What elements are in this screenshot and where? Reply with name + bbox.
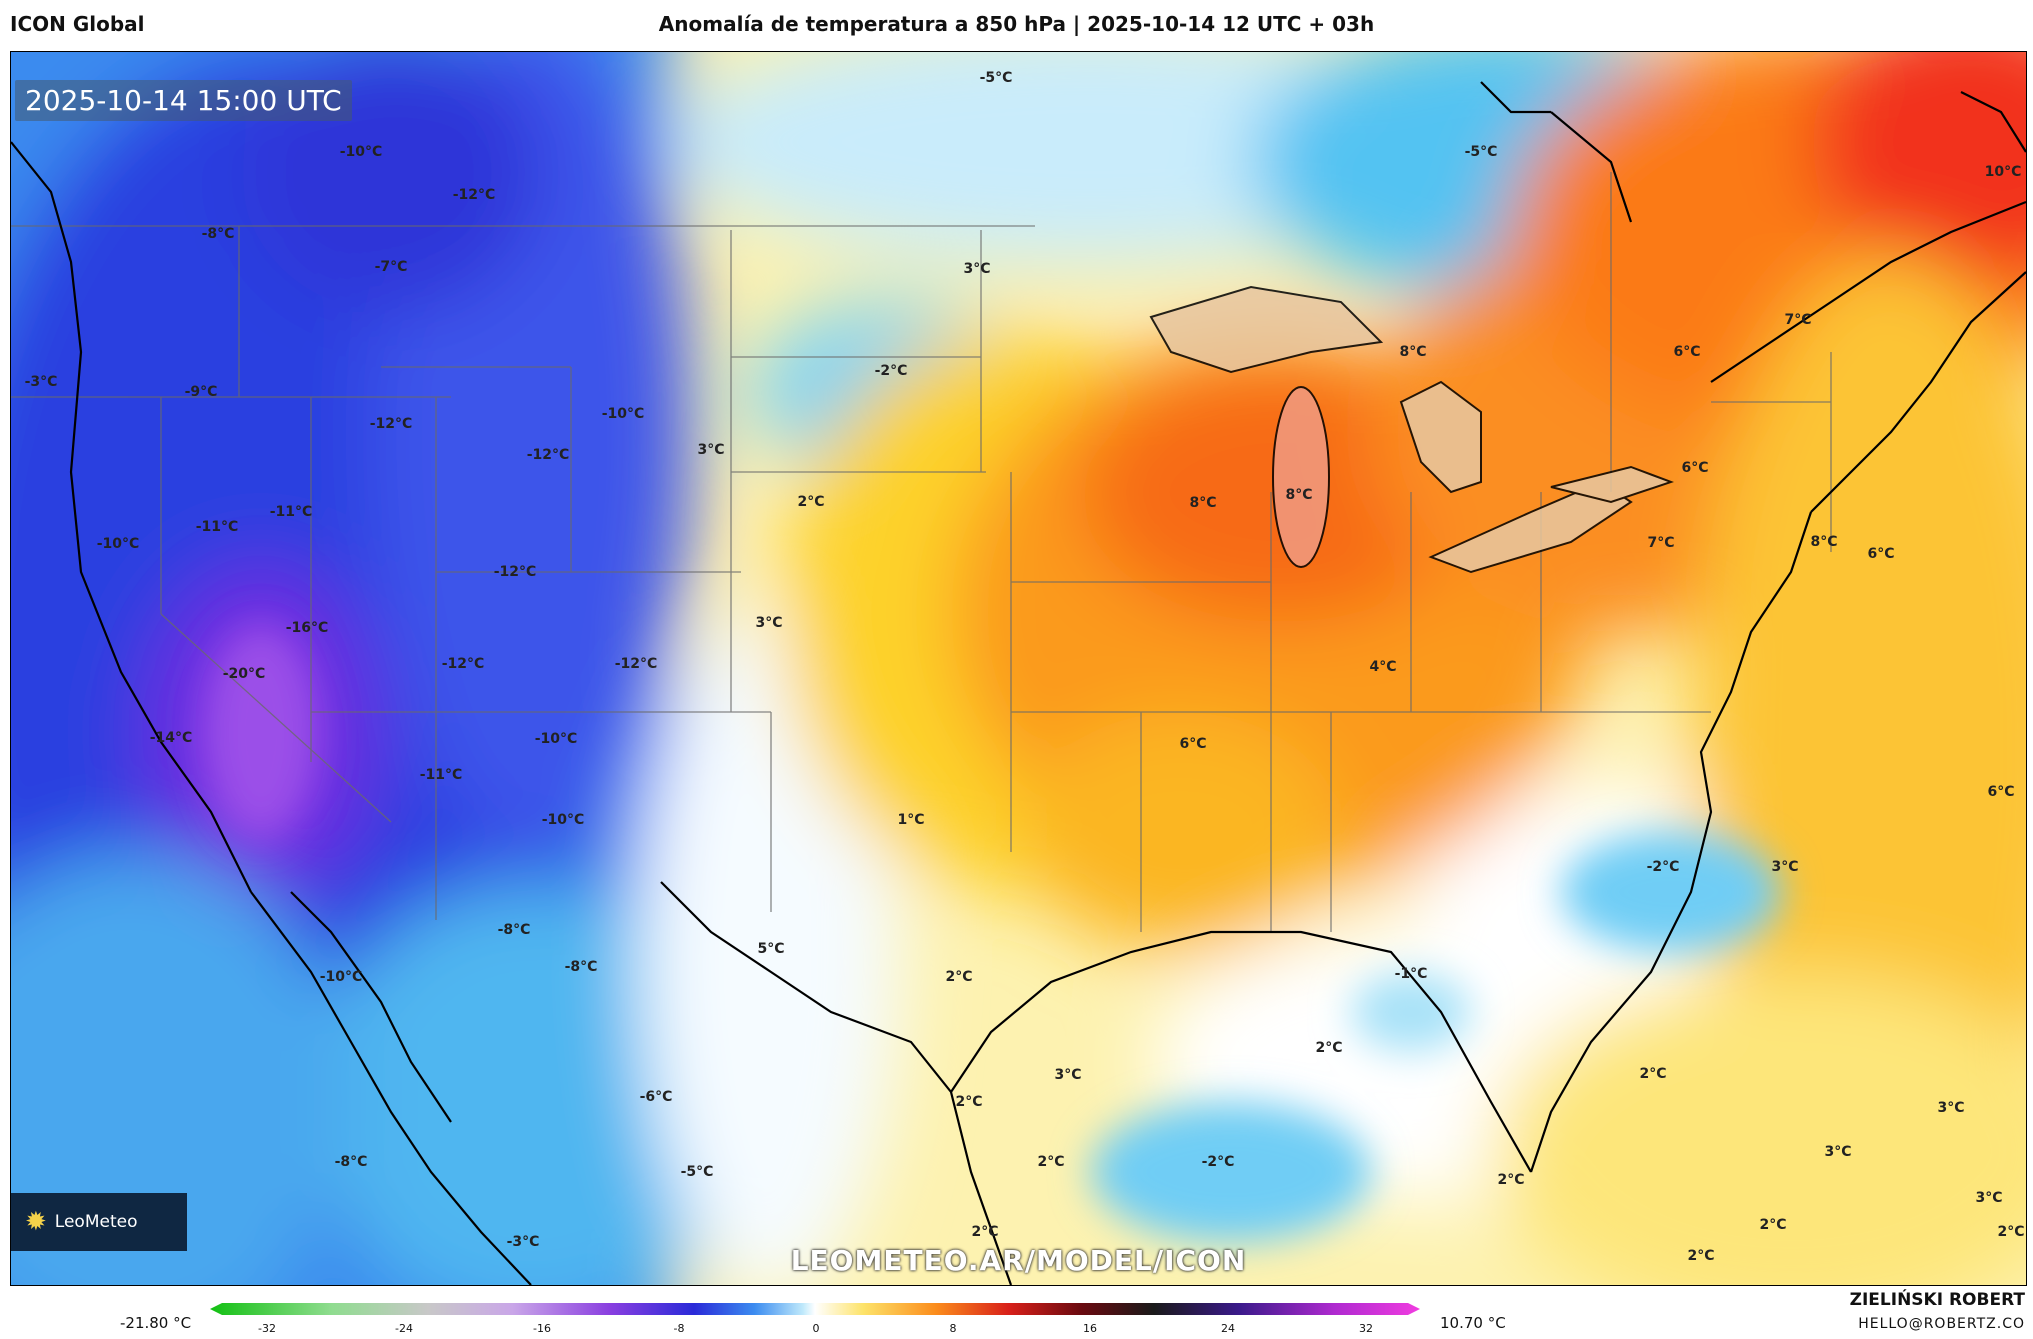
contour-label: -2°C xyxy=(874,363,908,379)
valid-time-badge: 2025-10-14 15:00 UTC xyxy=(15,80,352,121)
contour-label: -5°C xyxy=(979,70,1013,86)
contour-label: 2°C xyxy=(971,1224,999,1240)
colorbar-tick: 24 xyxy=(1221,1322,1235,1335)
contour-label: -12°C xyxy=(526,447,570,463)
contour-label: 5°C xyxy=(757,941,785,957)
sun-icon: ✹ xyxy=(25,1207,47,1237)
contour-label: -3°C xyxy=(506,1234,540,1250)
contour-label: -11°C xyxy=(195,519,239,535)
contour-label: -10°C xyxy=(534,731,578,747)
contour-label: -11°C xyxy=(419,767,463,783)
colorbar-tick: 8 xyxy=(949,1322,957,1335)
colorbar-tick: -32 xyxy=(258,1322,276,1335)
contour-label: 6°C xyxy=(1179,736,1207,752)
colorbar-tick: -24 xyxy=(395,1322,413,1335)
contour-label: 6°C xyxy=(1987,784,2015,800)
contour-label: 2°C xyxy=(1759,1217,1787,1233)
contour-label: 8°C xyxy=(1285,487,1313,503)
contour-label: -8°C xyxy=(334,1154,368,1170)
contour-label: 8°C xyxy=(1189,495,1217,511)
contour-label: -8°C xyxy=(201,226,235,242)
contour-label: 2°C xyxy=(945,969,973,985)
contour-label: -12°C xyxy=(493,564,537,580)
author-name: ZIELIŃSKI ROBERT xyxy=(1849,1290,2025,1310)
site-watermark[interactable]: LEOMETEO.AR/MODEL/ICON xyxy=(790,1244,1247,1277)
colorbar-tick: 0 xyxy=(812,1322,820,1335)
contour-label: -10°C xyxy=(96,536,140,552)
logo-text: LeoMeteo xyxy=(54,1212,138,1232)
contour-label: 2°C xyxy=(1497,1172,1525,1188)
colorbar-tick: 16 xyxy=(1083,1322,1097,1335)
temperature-anomaly-map[interactable]: 2025-10-14 15:00 UTC -10°C -12°C -8°C -7… xyxy=(10,51,2027,1286)
contour-label: 2°C xyxy=(955,1094,983,1110)
contour-label: -12°C xyxy=(614,656,658,672)
contour-label: 4°C xyxy=(1369,659,1397,675)
contour-label: -10°C xyxy=(339,144,383,160)
contour-label: -12°C xyxy=(369,416,413,432)
contour-label: 3°C xyxy=(1054,1067,1082,1083)
contour-label: 2°C xyxy=(1997,1224,2025,1240)
contour-label: -6°C xyxy=(639,1089,673,1105)
colorbar-max-label: 10.70 °C xyxy=(1440,1314,1506,1332)
contour-label: -8°C xyxy=(497,922,531,938)
contour-label: 6°C xyxy=(1867,546,1895,562)
contour-label: 6°C xyxy=(1681,460,1709,476)
contour-label: -10°C xyxy=(319,969,363,985)
contour-label: -10°C xyxy=(541,812,585,828)
colorbar-min-label: -21.80 °C xyxy=(120,1314,192,1332)
contour-label: -16°C xyxy=(285,620,329,636)
contour-label: -3°C xyxy=(24,374,58,390)
contour-label: 7°C xyxy=(1784,312,1812,328)
author-email[interactable]: HELLO@ROBERTZ.CO xyxy=(1858,1316,2025,1332)
contour-label: 3°C xyxy=(1824,1144,1852,1160)
colorbar xyxy=(210,1303,1420,1315)
contour-label: -2°C xyxy=(1201,1154,1235,1170)
contour-label: -12°C xyxy=(452,187,496,203)
contour-label: 6°C xyxy=(1673,344,1701,360)
colorbar-tick: -8 xyxy=(673,1322,685,1335)
colorbar-tick: -16 xyxy=(533,1322,551,1335)
contour-label: 2°C xyxy=(1315,1040,1343,1056)
map-title: Anomalía de temperatura a 850 hPa | 2025… xyxy=(658,12,1375,36)
contour-label: -2°C xyxy=(1646,859,1680,875)
contour-label: 1°C xyxy=(897,812,925,828)
contour-label: 7°C xyxy=(1647,535,1675,551)
contour-label: 8°C xyxy=(1810,534,1838,550)
model-name: ICON Global xyxy=(10,12,145,36)
contour-label: -5°C xyxy=(1464,144,1498,160)
contour-label: 2°C xyxy=(1037,1154,1065,1170)
contour-label: 2°C xyxy=(797,494,825,510)
contour-label: 2°C xyxy=(1639,1066,1667,1082)
contour-label: 3°C xyxy=(1975,1190,2003,1206)
contour-label: 3°C xyxy=(963,261,991,277)
contour-label: 10°C xyxy=(1984,164,2022,180)
contour-label: -11°C xyxy=(269,504,313,520)
contour-label: -9°C xyxy=(184,384,218,400)
anomaly-field xyxy=(11,52,2026,1285)
contour-label: -20°C xyxy=(222,666,266,682)
leometeo-logo[interactable]: ✹ LeoMeteo xyxy=(11,1193,187,1251)
contour-label: -1°C xyxy=(1394,966,1428,982)
contour-label: 3°C xyxy=(755,615,783,631)
contour-label: 3°C xyxy=(1937,1100,1965,1116)
contour-label: 8°C xyxy=(1399,344,1427,360)
contour-label: 3°C xyxy=(1771,859,1799,875)
colorbar-ticks: -32 -24 -16 -8 0 8 16 24 32 xyxy=(210,1322,1420,1336)
contour-label: -5°C xyxy=(680,1164,714,1180)
contour-label: -14°C xyxy=(149,730,193,746)
contour-label: 2°C xyxy=(1687,1248,1715,1264)
contour-label: 3°C xyxy=(697,442,725,458)
contour-label: -10°C xyxy=(601,406,645,422)
colorbar-tick: 32 xyxy=(1359,1322,1373,1335)
contour-label: -7°C xyxy=(374,259,408,275)
contour-label: -12°C xyxy=(441,656,485,672)
contour-label: -8°C xyxy=(564,959,598,975)
